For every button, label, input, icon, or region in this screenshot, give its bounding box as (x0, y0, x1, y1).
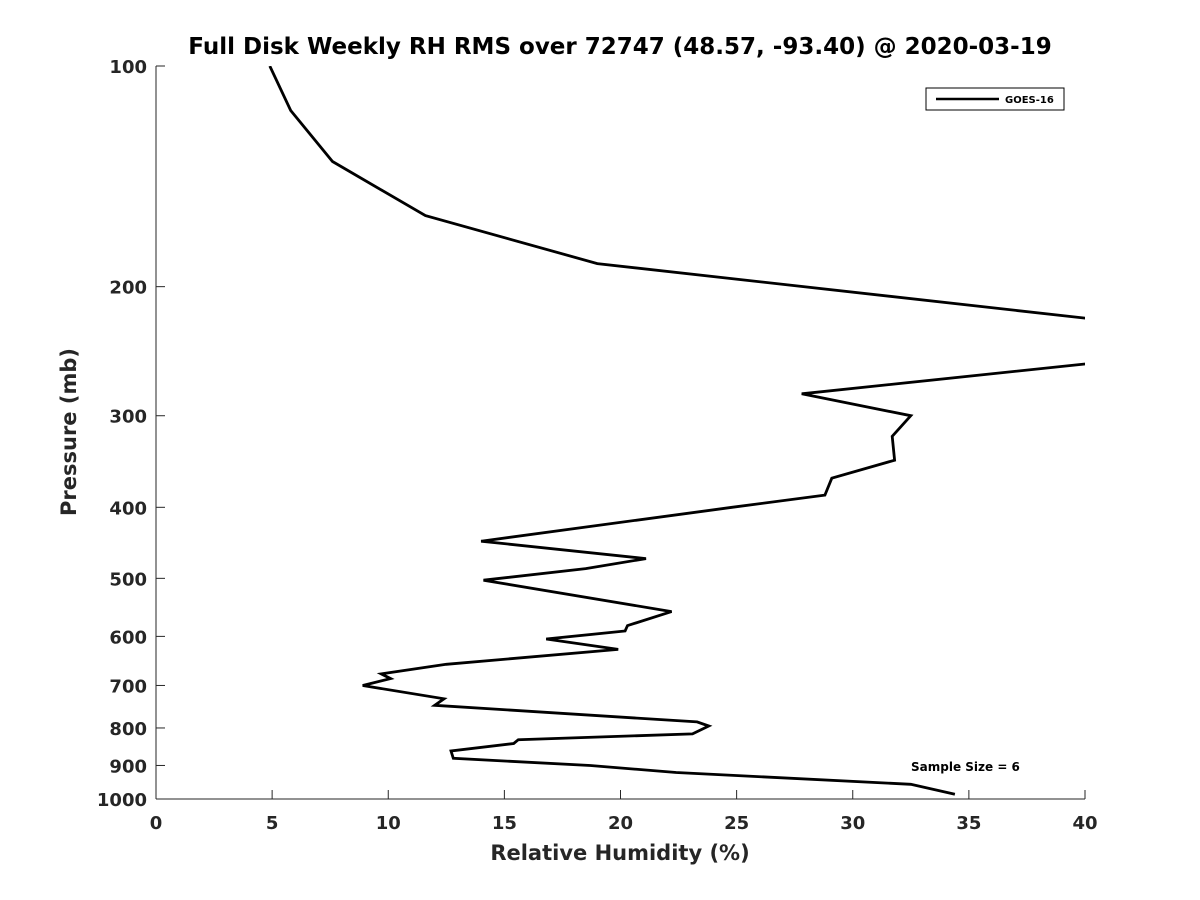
chart-title: Full Disk Weekly RH RMS over 72747 (48.5… (188, 34, 1051, 60)
y-tick-label: 800 (109, 719, 147, 740)
x-tick-label: 30 (840, 813, 865, 834)
y-axis-label: Pressure (mb) (57, 348, 81, 516)
y-tick-label: 1000 (97, 790, 147, 811)
x-axis-label: Relative Humidity (%) (490, 841, 749, 865)
y-tick-label: 600 (109, 627, 147, 648)
x-tick-label: 0 (150, 813, 163, 834)
y-ticks: 100 200 300 400 500 600 700 800 900 1000 (97, 57, 165, 811)
y-tick-label: 100 (109, 57, 147, 78)
x-tick-label: 5 (266, 813, 279, 834)
legend: GOES-16 (925, 87, 1065, 111)
sample-size-annotation: Sample Size = 6 (911, 760, 1020, 774)
plot-area (268, 66, 1085, 796)
y-tick-label: 400 (109, 498, 147, 519)
x-tick-label: 35 (956, 813, 981, 834)
y-tick-label: 700 (109, 676, 147, 697)
y-tick-label: 900 (109, 756, 147, 777)
x-tick-label: 25 (724, 813, 749, 834)
x-tick-label: 15 (492, 813, 517, 834)
x-tick-label: 40 (1072, 813, 1097, 834)
series-line-goes-16 (268, 66, 1085, 796)
y-tick-label: 300 (109, 407, 147, 428)
x-tick-label: 20 (608, 813, 633, 834)
x-ticks: 0 5 10 15 20 25 30 35 40 (150, 790, 1098, 834)
x-tick-label: 10 (376, 813, 401, 834)
y-tick-label: 200 (109, 278, 147, 299)
legend-entry-goes-16: GOES-16 (1005, 95, 1054, 106)
y-tick-label: 500 (109, 569, 147, 590)
